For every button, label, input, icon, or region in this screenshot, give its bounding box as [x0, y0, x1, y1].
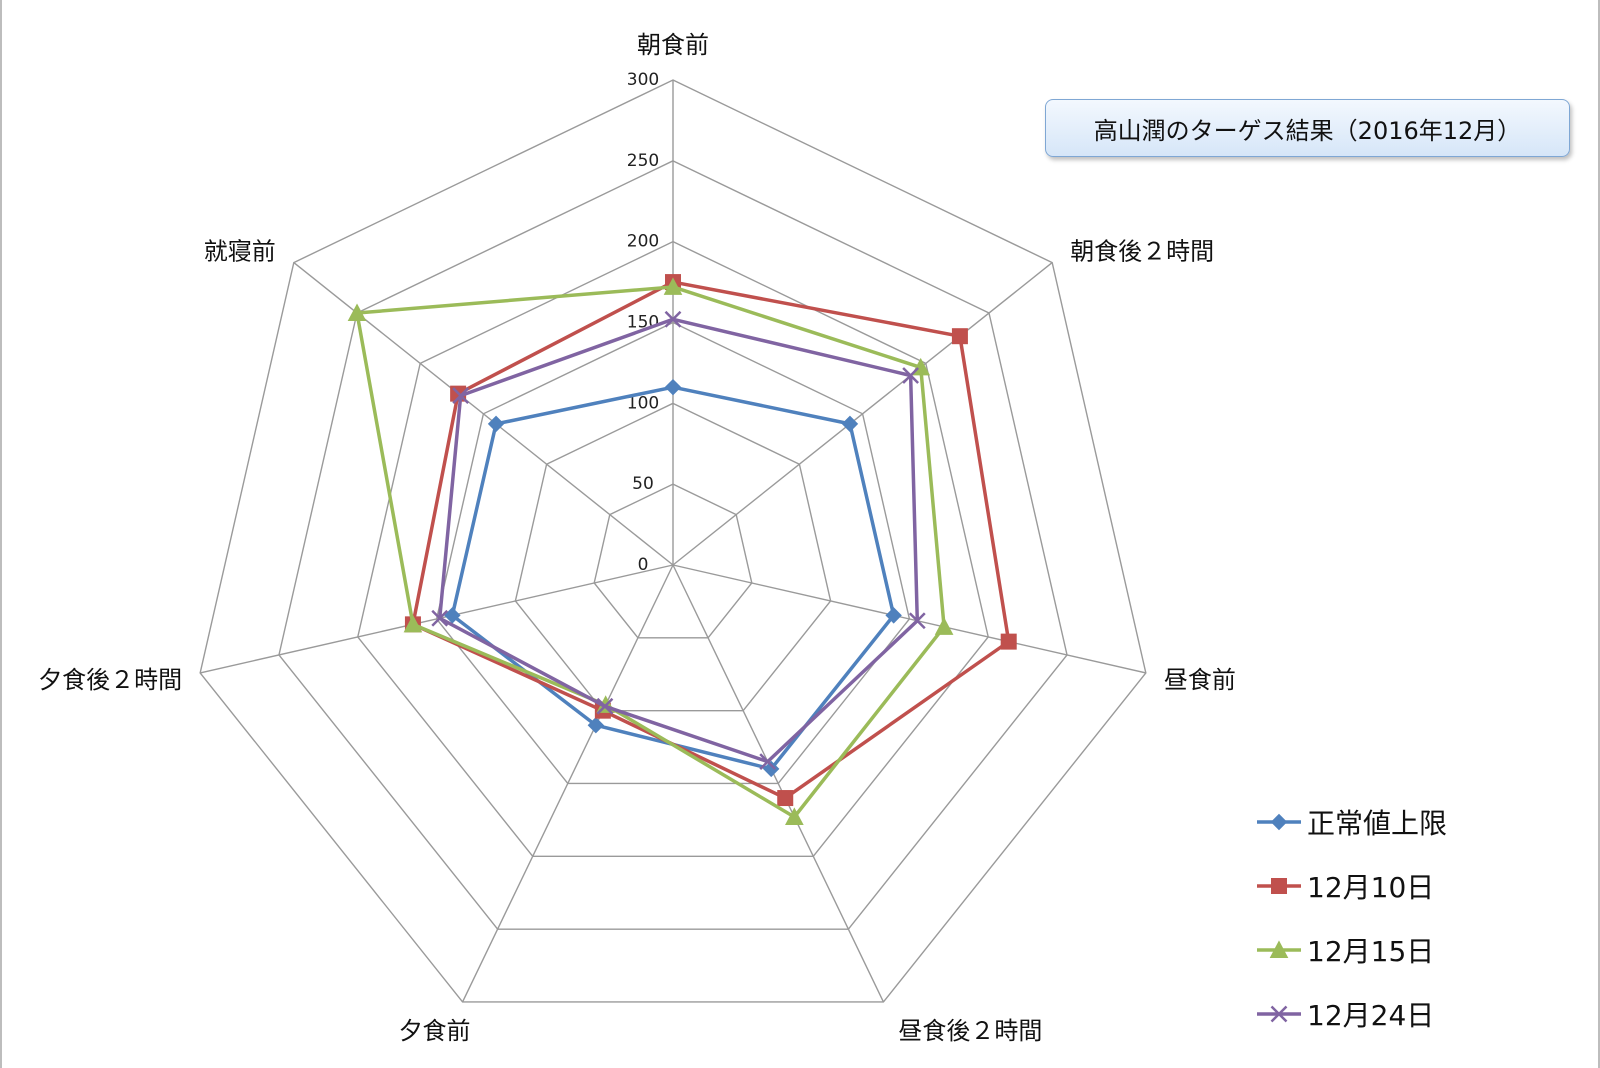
data-point — [777, 790, 794, 807]
data-point — [596, 697, 614, 715]
series-0 — [444, 378, 902, 778]
tick-label: 300 — [627, 70, 659, 90]
axis-label-0: 朝食前 — [637, 31, 709, 59]
axis-label-1: 朝食後２時間 — [1070, 238, 1214, 266]
data-point — [431, 609, 449, 627]
grid-spoke — [293, 262, 674, 566]
grid-ring — [435, 321, 911, 785]
tick-label: 0 — [638, 555, 649, 575]
legend-label: 12月24日 — [1307, 999, 1435, 1032]
data-point — [841, 415, 859, 433]
series-line-1 — [411, 280, 1011, 800]
grid-ring — [514, 402, 832, 712]
tick-label: 100 — [627, 393, 659, 413]
legend-swatch — [1257, 1005, 1301, 1023]
data-point — [1000, 633, 1017, 650]
data-point — [587, 717, 605, 734]
data-series — [347, 274, 1017, 825]
data-point — [452, 387, 470, 405]
data-point — [785, 807, 804, 825]
data-point — [908, 612, 926, 630]
grid-spoke — [672, 564, 1146, 674]
data-point — [487, 415, 505, 433]
legend-marker — [1270, 1005, 1288, 1023]
axis-label-4: 夕食前 — [399, 1017, 471, 1045]
series-line-0 — [450, 385, 896, 771]
data-point — [444, 607, 461, 624]
series-line-3 — [437, 317, 920, 764]
legend-marker — [1271, 878, 1287, 894]
chart-title: 高山潤のターゲス結果（2016年12月） — [1045, 99, 1570, 157]
legend-marker — [1270, 813, 1288, 831]
legend: 正常値上限 12月10日 12月15日 12月24日 — [1255, 790, 1555, 1046]
series-1 — [404, 274, 1017, 807]
data-point — [762, 760, 780, 778]
grid-ring — [278, 160, 1068, 930]
grid-spoke — [672, 564, 885, 1003]
legend-swatch — [1257, 940, 1301, 958]
tick-label: 250 — [627, 151, 659, 171]
data-point — [885, 607, 902, 624]
legend-item: 正常値上限 — [1255, 790, 1555, 854]
axis-label-3: 昼食後２時間 — [898, 1017, 1042, 1045]
tick-label: 200 — [627, 232, 659, 252]
radar-grid — [199, 79, 1147, 1003]
frame-left-border — [0, 0, 2, 1068]
frame-right-border — [1598, 0, 1600, 1068]
data-point — [951, 328, 968, 345]
data-point — [663, 277, 683, 295]
data-point — [902, 367, 920, 384]
legend-label: 12月15日 — [1307, 935, 1435, 968]
axis-label-2: 昼食前 — [1164, 666, 1236, 694]
legend-label: 12月10日 — [1307, 871, 1435, 904]
data-point — [759, 753, 777, 771]
grid-spoke — [672, 262, 1053, 566]
legend-swatch — [1257, 878, 1301, 894]
data-point — [347, 303, 367, 322]
axis-label-6: 就寝前 — [204, 238, 276, 266]
legend-swatch — [1257, 813, 1301, 831]
grid-ring — [199, 79, 1147, 1003]
data-point — [403, 614, 423, 633]
grid-spoke — [200, 564, 674, 674]
legend-marker — [1269, 940, 1289, 958]
grid-spoke — [461, 564, 674, 1003]
grid-ring — [357, 240, 989, 858]
series-3 — [431, 310, 926, 771]
legend-item: 12月15日 — [1255, 918, 1555, 982]
legend-item: 12月10日 — [1255, 854, 1555, 918]
series-line-2 — [355, 285, 946, 819]
data-point — [934, 617, 954, 635]
grid-ring — [593, 483, 753, 639]
legend-item: 12月24日 — [1255, 982, 1555, 1046]
data-point — [664, 378, 682, 396]
axis-label-5: 夕食後２時間 — [38, 666, 182, 694]
legend-label: 正常値上限 — [1307, 807, 1448, 840]
tick-label: 50 — [632, 474, 654, 494]
data-point — [664, 310, 682, 328]
